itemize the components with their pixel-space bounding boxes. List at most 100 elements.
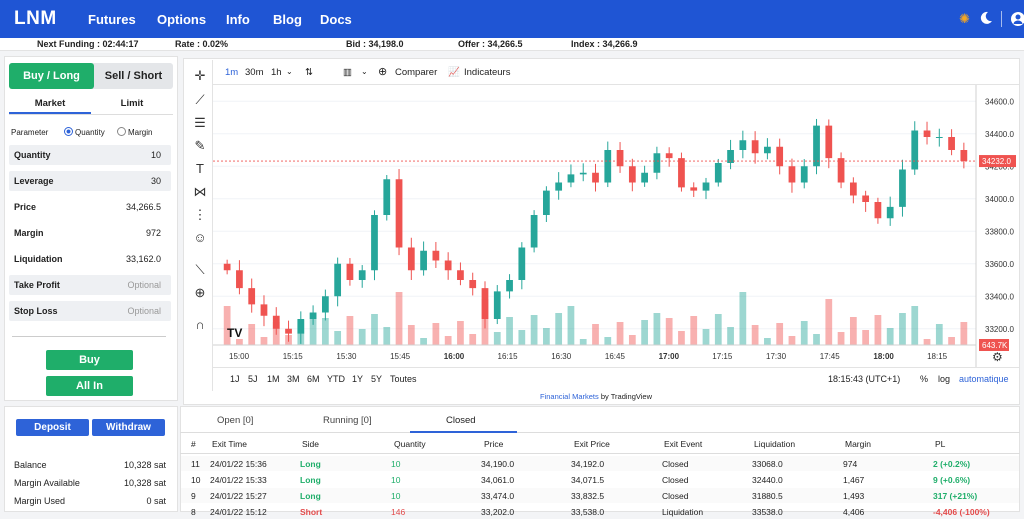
- chart-type-chevron-icon[interactable]: ⌄: [361, 67, 368, 76]
- stop-loss-field[interactable]: Stop Loss Optional: [9, 301, 171, 321]
- y-tick-label: 34400.0: [985, 130, 1014, 139]
- margin-radio-label[interactable]: Margin: [128, 128, 153, 137]
- volume-bar: [260, 337, 268, 345]
- auto-toggle[interactable]: automatique: [959, 374, 1009, 384]
- quantity-radio[interactable]: [64, 127, 73, 136]
- candle-body: [899, 169, 906, 207]
- all-in-button[interactable]: All In: [46, 376, 133, 396]
- volume-bar: [592, 324, 599, 345]
- tab-divider: [9, 114, 173, 115]
- zoom-icon[interactable]: ⊕: [194, 285, 206, 300]
- quantity-field[interactable]: Quantity 10: [9, 145, 171, 165]
- emoji-icon[interactable]: ☺: [193, 230, 207, 245]
- buy-button[interactable]: Buy: [46, 350, 133, 370]
- sun-icon[interactable]: ✺: [959, 11, 970, 26]
- tab-limit[interactable]: Limit: [120, 98, 144, 109]
- magnet-icon[interactable]: ∩: [195, 317, 205, 332]
- quantity-value[interactable]: 10: [150, 150, 161, 160]
- moon-icon[interactable]: [979, 11, 993, 25]
- nav-futures[interactable]: Futures: [88, 12, 136, 27]
- toolbar-divider: [213, 84, 1019, 85]
- indicators-button[interactable]: Indicateurs: [464, 67, 511, 78]
- candle-body: [481, 288, 489, 319]
- settings-gear-icon[interactable]: ⚙: [992, 350, 1003, 364]
- y-tick-label: 34600.0: [985, 97, 1014, 106]
- user-icon[interactable]: [1010, 11, 1024, 27]
- ruler-icon[interactable]: ⟍: [195, 262, 205, 277]
- range-6m[interactable]: 6M: [307, 374, 320, 384]
- nav-blog[interactable]: Blog: [273, 12, 302, 27]
- deposit-button[interactable]: Deposit: [16, 419, 89, 436]
- tab-open[interactable]: Open [0]: [217, 415, 254, 426]
- bar-chart-icon[interactable]: ▥: [343, 67, 352, 78]
- candle-type-icon[interactable]: ⇅: [305, 67, 313, 78]
- range-1m[interactable]: 1M: [267, 374, 280, 384]
- range-1d[interactable]: 1J: [230, 374, 240, 384]
- range-all[interactable]: Toutes: [390, 374, 417, 384]
- volume-bar: [776, 323, 784, 345]
- volume-bar: [800, 321, 808, 345]
- compare-button[interactable]: Comparer: [395, 67, 438, 78]
- text-icon[interactable]: T: [196, 161, 204, 176]
- y-tick-label: 34000.0: [985, 195, 1014, 204]
- table-cell: 34,190.0: [481, 459, 515, 469]
- withdraw-button[interactable]: Withdraw: [92, 419, 165, 436]
- pattern-icon[interactable]: ⋈: [193, 184, 207, 199]
- range-1y[interactable]: 1Y: [352, 374, 364, 384]
- volume-bar: [236, 339, 243, 345]
- candle-body: [911, 130, 919, 170]
- fib-icon[interactable]: ☰: [194, 115, 206, 130]
- liquidation-row: Liquidation 33,162.0: [9, 249, 171, 269]
- stop-loss-input[interactable]: Optional: [127, 306, 161, 316]
- tab-running[interactable]: Running [0]: [323, 415, 372, 426]
- price-row: Price 34,266.5: [9, 197, 171, 217]
- percent-toggle[interactable]: %: [920, 374, 929, 384]
- range-ytd[interactable]: YTD: [327, 374, 345, 384]
- candle-body: [665, 153, 673, 159]
- col-index: #: [191, 439, 196, 449]
- leverage-value[interactable]: 30: [150, 176, 161, 186]
- crosshair-icon[interactable]: ✛: [194, 68, 206, 83]
- volume-bar: [825, 299, 833, 345]
- volume-bar: [334, 331, 342, 345]
- volume-bar: [530, 315, 538, 345]
- buy-long-tab[interactable]: Buy / Long: [9, 63, 94, 89]
- candle-body: [886, 206, 894, 219]
- range-5y[interactable]: 5Y: [371, 374, 383, 384]
- margin-radio[interactable]: [117, 127, 126, 136]
- measure-icon[interactable]: ⋮: [193, 207, 207, 222]
- nav-options[interactable]: Options: [157, 12, 207, 27]
- tool-divider: [212, 60, 213, 391]
- interval-30m[interactable]: 30m: [245, 67, 264, 78]
- leverage-field[interactable]: Leverage 30: [9, 171, 171, 191]
- price-chart[interactable]: 34600.034400.034200.034000.033800.033600…: [213, 85, 1019, 367]
- log-toggle[interactable]: log: [938, 374, 951, 384]
- nav-info[interactable]: Info: [226, 12, 250, 27]
- indicators-icon[interactable]: 📈: [448, 67, 460, 78]
- tab-market[interactable]: Market: [34, 98, 66, 109]
- take-profit-input[interactable]: Optional: [127, 280, 161, 290]
- logo[interactable]: LNM: [14, 8, 57, 29]
- tab-closed[interactable]: Closed: [446, 415, 476, 426]
- volume-bar: [567, 306, 575, 345]
- interval-1m[interactable]: 1m: [225, 67, 239, 78]
- sell-short-tab[interactable]: Sell / Short: [104, 70, 163, 82]
- interval-1h[interactable]: 1h: [271, 67, 282, 78]
- offer-price: Offer : 34,266.5: [458, 39, 523, 49]
- y-tick-label: 33600.0: [985, 260, 1014, 269]
- x-tick-label: 16:30: [551, 352, 572, 361]
- candle-body: [764, 146, 771, 154]
- table-row: [181, 456, 1019, 471]
- brush-icon[interactable]: ✎: [194, 138, 206, 153]
- take-profit-field[interactable]: Take Profit Optional: [9, 275, 171, 295]
- credit-link[interactable]: Financial Markets: [540, 392, 599, 401]
- nav-docs[interactable]: Docs: [320, 12, 352, 27]
- trendline-icon[interactable]: ⟋: [195, 92, 205, 107]
- table-cell: 24/01/22 15:33: [210, 475, 267, 485]
- chevron-down-icon[interactable]: ⌄: [286, 67, 293, 76]
- quantity-radio-label[interactable]: Quantity: [75, 128, 105, 137]
- range-3m[interactable]: 3M: [287, 374, 300, 384]
- range-5d[interactable]: 5J: [248, 374, 258, 384]
- plus-circle-icon[interactable]: ⊕: [378, 66, 388, 78]
- next-funding: Next Funding : 02:44:17: [37, 39, 139, 49]
